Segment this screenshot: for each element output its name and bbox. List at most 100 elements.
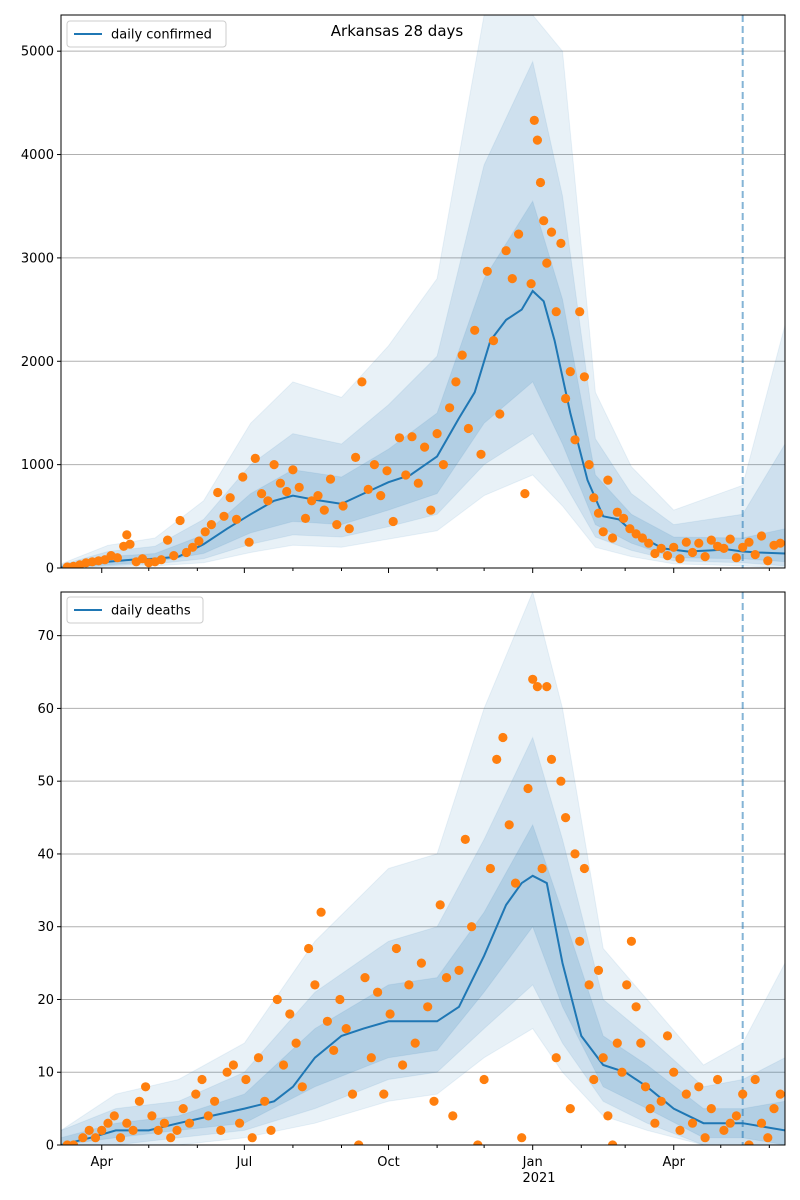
deaths-observed-point — [410, 1038, 420, 1048]
deaths-observed-point — [570, 849, 580, 859]
confirmed-x-ticks — [101, 568, 770, 573]
confirmed-observed-point — [263, 496, 273, 506]
deaths-bands — [61, 592, 785, 1145]
deaths-observed-point — [115, 1133, 126, 1143]
deaths-observed-point — [756, 1118, 767, 1128]
deaths-observed-point — [589, 1074, 599, 1085]
confirmed-observed-point — [593, 508, 604, 518]
confirmed-observed-point — [619, 513, 629, 524]
confirmed-observed-point — [470, 325, 480, 335]
confirmed-observed-point — [163, 535, 173, 545]
deaths-band-middle — [61, 736, 785, 1145]
deaths-observed-point — [485, 863, 495, 874]
confirmed-observed-point — [175, 515, 185, 526]
confirmed-observed-point — [394, 433, 405, 443]
deaths-observed-point — [687, 1118, 698, 1128]
deaths-observed-point — [479, 1074, 489, 1085]
deaths-observed-point — [247, 1133, 257, 1143]
deaths-observed-point — [622, 980, 632, 990]
confirmed-observed-point — [219, 511, 229, 521]
confirmed-observed-point — [675, 554, 685, 564]
deaths-observed-point — [656, 1096, 666, 1106]
deaths-observed-point — [731, 1111, 742, 1121]
confirmed-observed-point — [700, 552, 710, 562]
deaths-observed-point — [738, 1089, 748, 1099]
deaths-observed-point — [97, 1125, 107, 1135]
deaths-observed-point — [498, 732, 508, 743]
confirmed-observed-point — [351, 452, 361, 462]
deaths-y-tick-label: 10 — [37, 1066, 54, 1081]
confirmed-y-ticks: 0 1000 2000 3000 4000 5000 — [21, 45, 61, 577]
deaths-observed-point — [750, 1074, 760, 1085]
confirmed-observed-point — [344, 524, 354, 534]
confirmed-observed-point — [589, 493, 599, 503]
confirmed-observed-point — [181, 547, 191, 558]
deaths-observed-point — [617, 1067, 627, 1077]
confirmed-observed-point — [603, 475, 613, 485]
deaths-y-tick-label: 0 — [46, 1139, 54, 1154]
confirmed-observed-point — [188, 542, 198, 552]
confirmed-observed-point — [526, 279, 536, 289]
deaths-observed-point — [460, 834, 470, 845]
confirmed-observed-point — [213, 487, 223, 498]
deaths-observed-point — [725, 1118, 735, 1128]
deaths-observed-point — [147, 1111, 157, 1121]
deaths-observed-point — [385, 1009, 395, 1019]
x-tick-label: Apr — [90, 1155, 113, 1170]
x-month-labels: Apr Jul Oct Jan Apr — [90, 1155, 685, 1170]
deaths-observed-point — [122, 1118, 132, 1128]
confirmed-observed-point — [269, 460, 279, 470]
deaths-observed-point — [579, 863, 590, 874]
deaths-observed-point — [272, 994, 282, 1005]
confirmed-y-tick-label: 1000 — [21, 458, 54, 473]
confirmed-observed-point — [644, 538, 654, 548]
deaths-observed-point — [645, 1104, 655, 1114]
deaths-observed-point — [603, 1111, 613, 1121]
confirmed-legend-label: daily confirmed — [111, 28, 212, 43]
confirmed-observed-point — [539, 216, 549, 226]
confirmed-observed-point — [156, 555, 166, 565]
deaths-observed-point — [191, 1089, 201, 1099]
confirmed-observed-point — [225, 493, 235, 503]
deaths-observed-point — [429, 1096, 439, 1106]
confirmed-observed-point — [275, 478, 285, 488]
deaths-observed-point — [178, 1104, 188, 1114]
deaths-observed-point — [278, 1060, 289, 1070]
confirmed-observed-point — [457, 350, 467, 360]
confirmed-observed-point — [382, 466, 392, 476]
confirmed-observed-point — [681, 537, 691, 547]
deaths-observed-point — [694, 1082, 704, 1092]
confirmed-observed-point — [122, 530, 132, 540]
confirmed-observed-point — [756, 531, 767, 541]
deaths-band-outer — [61, 592, 785, 1145]
confirmed-axes-frame — [60, 14, 786, 569]
confirmed-observed-point — [763, 556, 773, 566]
confirmed-observed-point — [307, 496, 317, 506]
confirmed-observed-point — [579, 372, 590, 382]
chart-title: Arkansas 28 days — [331, 22, 464, 40]
deaths-observed-point — [584, 980, 594, 990]
confirmed-observed-point — [194, 536, 204, 546]
deaths-y-tick-label: 40 — [37, 847, 54, 862]
deaths-observed-point — [706, 1104, 716, 1114]
deaths-observed-point — [316, 907, 326, 917]
confirmed-observed-point — [388, 516, 398, 527]
deaths-observed-point — [612, 1038, 622, 1048]
deaths-observed-point — [84, 1125, 94, 1135]
x-tick-label: Apr — [662, 1155, 685, 1170]
confirmed-observed-point — [125, 539, 135, 549]
confirmed-observed-point — [535, 177, 546, 188]
deaths-observed-point — [153, 1125, 163, 1135]
deaths-observed-point — [744, 1140, 754, 1145]
deaths-observed-point — [640, 1082, 651, 1092]
confirmed-observed-point — [520, 489, 530, 499]
confirmed-observed-point — [357, 377, 367, 387]
deaths-y-tick-label: 20 — [37, 993, 54, 1008]
deaths-y-tick-label: 70 — [37, 629, 54, 644]
confirmed-legend: daily confirmed — [66, 20, 227, 48]
confirmed-axes-border — [60, 14, 786, 569]
confirmed-observed-point — [257, 489, 267, 499]
deaths-observed-point — [166, 1133, 176, 1143]
deaths-observed-point — [510, 878, 521, 888]
